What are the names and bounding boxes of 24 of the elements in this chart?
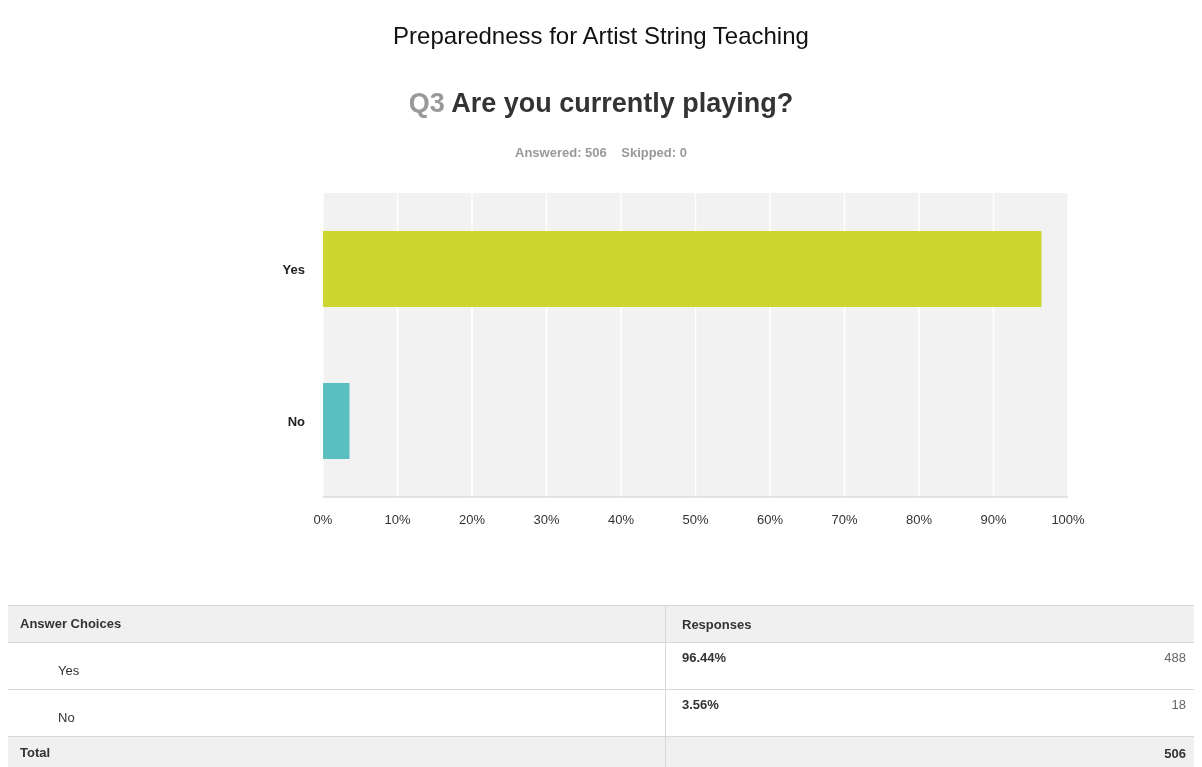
text: 3.56%: [681, 696, 720, 714]
category-label: Yes: [58, 663, 80, 678]
chart-subtitle: Q3 Are you currently playing?: [407, 88, 795, 119]
text: Total: [8, 737, 666, 767]
category-label: No: [58, 710, 75, 725]
x-tick-label: 70%: [831, 512, 858, 528]
text: Responses: [681, 616, 752, 632]
x-tick-label: 90%: [980, 512, 1007, 528]
x-tick-label: 0%: [313, 512, 333, 528]
x-tick-label: 40%: [607, 512, 635, 528]
text: 506: [1163, 745, 1187, 761]
text: 96.44%: [681, 649, 728, 667]
x-tick-label: 100%: [1051, 512, 1086, 528]
text: Answered: 506 Skipped: 0: [514, 145, 688, 160]
x-tick-label: 50%: [682, 512, 709, 528]
x-tick-label: 80%: [905, 512, 933, 528]
x-tick-label: 30%: [533, 512, 560, 528]
chart-title: Preparedness for Artist String Teaching: [392, 22, 810, 50]
text: 488: [1163, 649, 1187, 667]
x-tick-label: 20%: [458, 512, 486, 528]
x-tick-label: 10%: [384, 512, 411, 528]
text: 18: [1170, 696, 1187, 714]
text: Answer Choices: [8, 606, 666, 642]
x-tick-label: 60%: [756, 512, 784, 528]
